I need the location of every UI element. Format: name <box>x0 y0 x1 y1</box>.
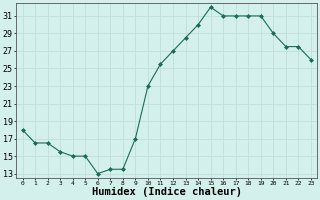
X-axis label: Humidex (Indice chaleur): Humidex (Indice chaleur) <box>92 187 242 197</box>
